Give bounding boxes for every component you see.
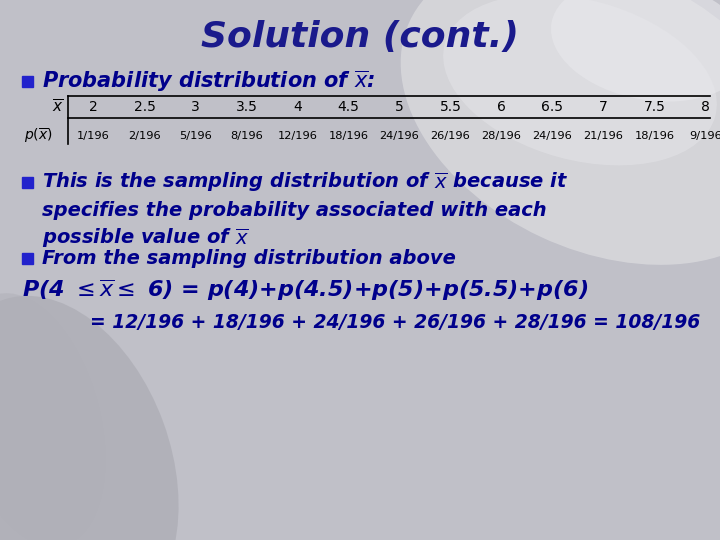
- Ellipse shape: [551, 0, 720, 102]
- Bar: [22, 177, 33, 188]
- Bar: [22, 76, 33, 87]
- Text: Probability distribution of $\overline{x}$:: Probability distribution of $\overline{x…: [42, 69, 375, 93]
- Ellipse shape: [0, 296, 179, 540]
- Text: 7.5: 7.5: [644, 100, 665, 114]
- Text: 3: 3: [191, 100, 200, 114]
- Text: 28/196: 28/196: [482, 131, 521, 141]
- Text: 26/196: 26/196: [431, 131, 470, 141]
- Ellipse shape: [401, 0, 720, 265]
- Text: 18/196: 18/196: [328, 131, 369, 141]
- Text: 21/196: 21/196: [584, 131, 624, 141]
- Text: 2: 2: [89, 100, 98, 114]
- Text: specifies the probability associated with each: specifies the probability associated wit…: [42, 200, 546, 219]
- Text: 24/196: 24/196: [379, 131, 419, 141]
- Ellipse shape: [444, 0, 717, 165]
- Text: 18/196: 18/196: [634, 131, 675, 141]
- Text: 24/196: 24/196: [533, 131, 572, 141]
- Text: 2/196: 2/196: [128, 131, 161, 141]
- Text: From the sampling distribution above: From the sampling distribution above: [42, 248, 456, 267]
- Text: Solution (cont.): Solution (cont.): [201, 20, 519, 54]
- Text: 7: 7: [599, 100, 608, 114]
- Text: 8/196: 8/196: [230, 131, 263, 141]
- Text: This is the sampling distribution of $\overline{x}$ because it: This is the sampling distribution of $\o…: [42, 170, 568, 194]
- Text: 12/196: 12/196: [278, 131, 318, 141]
- Text: P(4 $\leq\overline{x}\leq$ 6) = p(4)+p(4.5)+p(5)+p(5.5)+p(6): P(4 $\leq\overline{x}\leq$ 6) = p(4)+p(4…: [22, 277, 588, 303]
- Text: 5.5: 5.5: [440, 100, 462, 114]
- Text: 5: 5: [395, 100, 404, 114]
- Text: 6.5: 6.5: [541, 100, 564, 114]
- Text: possible value of $\overline{x}$: possible value of $\overline{x}$: [42, 226, 249, 250]
- Text: 4.5: 4.5: [338, 100, 359, 114]
- Text: = 12/196 + 18/196 + 24/196 + 26/196 + 28/196 = 108/196: = 12/196 + 18/196 + 24/196 + 26/196 + 28…: [90, 313, 701, 332]
- Text: 2.5: 2.5: [134, 100, 156, 114]
- Text: 9/196: 9/196: [689, 131, 720, 141]
- Text: 6: 6: [497, 100, 506, 114]
- Text: 1/196: 1/196: [77, 131, 110, 141]
- Text: 8: 8: [701, 100, 710, 114]
- Text: 5/196: 5/196: [179, 131, 212, 141]
- Text: 3.5: 3.5: [235, 100, 258, 114]
- Ellipse shape: [0, 293, 106, 540]
- Text: $\overline{x}$: $\overline{x}$: [53, 98, 64, 116]
- Text: $p(\overline{x})$: $p(\overline{x})$: [24, 127, 53, 145]
- Text: 4: 4: [293, 100, 302, 114]
- Bar: [22, 253, 33, 264]
